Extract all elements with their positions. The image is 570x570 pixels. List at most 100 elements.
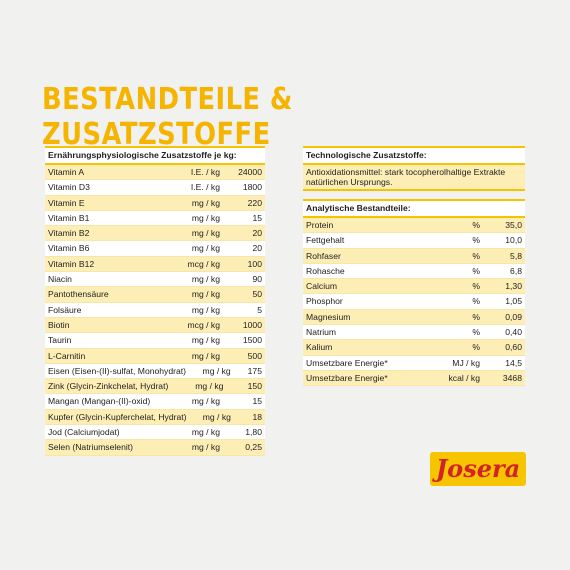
cell-value: 20 (252, 228, 262, 239)
title: BESTANDTEILE & ZUSATZSTOFFE (42, 82, 293, 152)
cell-unit: % (472, 342, 480, 353)
cell-name: Vitamin D3 (48, 182, 90, 193)
cell-unit: I.E. / kg (190, 167, 220, 177)
cell-unit: % (472, 296, 480, 307)
cell-unit: % (472, 220, 480, 230)
table-row: Jod (Calciumjodat) mg / kg 1,80 (45, 425, 265, 441)
cell-value: 1,80 (245, 427, 262, 438)
table-row: Folsäure mg / kg 5 (45, 302, 265, 318)
cell-value: 18 (252, 411, 262, 422)
cell-name: Zink (Glycin-Zinkchelat, Hydrat) (48, 381, 169, 392)
table-header: Ernährungsphysiologische Zusatzstoffe je… (45, 146, 265, 165)
cell-name: Selen (Natriumselenit) (48, 442, 134, 453)
cell-name: Magnesium (306, 311, 351, 322)
cell-value: 1500 (242, 335, 262, 346)
cell-value: 1,30 (505, 281, 522, 292)
cell-name: Phosphor (306, 296, 343, 307)
cell-unit: % (472, 265, 480, 276)
table-row: Vitamin B12 mcg / kg 100 (45, 256, 265, 273)
cell-name: Eisen (Eisen-(II)-sulfat, Monohydrat) (48, 365, 187, 376)
cell-unit: mg / kg (191, 197, 220, 208)
cell-name: Vitamin B1 (48, 212, 90, 223)
cell-name: Umsetzbare Energie* (306, 357, 388, 368)
cell-unit: mg / kg (191, 228, 220, 239)
cell-name: Vitamin B12 (48, 258, 95, 269)
cell-name: Mangan (Mangan-(II)-oxid) (48, 396, 151, 407)
cell-name: Vitamin B2 (48, 228, 90, 239)
cell-name: Pantothensäure (48, 289, 109, 300)
cell-value: 0,09 (505, 311, 522, 322)
table-row: Calcium% 1,30 (303, 279, 525, 295)
cell-value: 15 (252, 212, 262, 223)
cell-name: Niacin (48, 274, 72, 285)
cell-value: 1800 (242, 182, 262, 193)
cell-name: Vitamin A (48, 167, 85, 177)
cell-name: Umsetzbare Energie* (306, 372, 388, 383)
cell-name: L-Carnitin (48, 350, 86, 361)
table-row: Pantothensäure mg / kg 50 (45, 287, 265, 303)
cell-name: Jod (Calciumjodat) (48, 427, 120, 438)
cell-unit: mg / kg (191, 243, 220, 254)
cell-value: 15 (252, 396, 262, 407)
cell-name: Fettgehalt (306, 235, 345, 246)
cell-value: 100 (247, 258, 262, 269)
cell-name: Rohasche (306, 265, 345, 276)
cell-value: 14,5 (505, 357, 522, 368)
table-row: Vitamin B6 mg / kg 20 (45, 241, 265, 257)
cell-name: Calcium (306, 281, 338, 292)
cell-unit: mg / kg (191, 304, 220, 315)
cell-name: Vitamin E (48, 197, 85, 208)
cell-unit: mg / kg (191, 442, 220, 453)
table-row: Niacin mg / kg 90 (45, 272, 265, 288)
table-row: Eisen (Eisen-(II)-sulfat, Monohydrat) mg … (45, 363, 265, 380)
cell-value: 3468 (502, 372, 522, 383)
right-table: Technologische Zusatzstoffe: Antioxidati… (303, 146, 525, 387)
table-row: Vitamin B2 mg / kg 20 (45, 226, 265, 242)
cell-value: 220 (247, 197, 262, 208)
cell-value: 5 (257, 304, 262, 315)
cell-unit: mg / kg (191, 212, 220, 223)
cell-unit: MJ / kg (452, 357, 480, 368)
cell-value: 0,40 (505, 327, 522, 338)
cell-name: Protein (306, 220, 334, 230)
cell-unit: mg / kg (191, 274, 220, 285)
tech-text: Antioxidationsmittel: stark tocopherolha… (303, 165, 525, 191)
table-row: Kupfer (Glycin-Kupferchelat, Hydrat) mg /… (45, 409, 265, 426)
table-row: Vitamin B1 mg / kg 15 (45, 210, 265, 227)
table-row: Magnesium% 0,09 (303, 309, 525, 326)
table-row: Vitamin E mg / kg 220 (45, 195, 265, 211)
cell-unit: mcg / kg (187, 319, 220, 330)
cell-value: 90 (252, 274, 262, 285)
cell-name: Taurin (48, 335, 72, 346)
cell-name: Biotin (48, 319, 70, 330)
table-row: Umsetzbare Energie* kcal / kg 3468 (303, 370, 525, 387)
table-row: Natrium% 0,40 (303, 325, 525, 341)
cell-name: Kalium (306, 342, 333, 353)
table-row: Umsetzbare Energie* MJ / kg 14,5 (303, 355, 525, 371)
cell-name: Vitamin B6 (48, 243, 90, 254)
table-header: Analytische Bestandteile: (303, 199, 525, 218)
table-row: Vitamin A I.E. / kg 24000 (45, 165, 265, 181)
cell-value: 5,8 (510, 250, 522, 261)
cell-unit: % (472, 327, 480, 338)
cell-unit: mg / kg (195, 381, 224, 392)
table-row: Taurin mg / kg 1500 (45, 333, 265, 349)
cell-name: Folsäure (48, 304, 82, 315)
cell-value: 35,0 (505, 220, 522, 230)
cell-value: 175 (247, 365, 262, 376)
cell-value: 500 (247, 350, 262, 361)
cell-value: 0,60 (505, 342, 522, 353)
cell-name: Rohfaser (306, 250, 341, 261)
cell-unit: % (472, 311, 480, 322)
cell-unit: mg / kg (191, 289, 220, 300)
cell-value: 50 (252, 289, 262, 300)
cell-unit: mg / kg (191, 350, 220, 361)
table-header: Technologische Zusatzstoffe: (303, 146, 525, 165)
table-row: Selen (Natriumselenit) mg / kg 0,25 (45, 440, 265, 456)
table-row: Rohasche% 6,8 (303, 263, 525, 280)
table-row: Zink (Glycin-Zinkchelat, Hydrat) mg / kg 1… (45, 379, 265, 395)
cell-unit: mg / kg (202, 365, 231, 376)
cell-unit: % (472, 235, 480, 246)
cell-value: 150 (247, 381, 262, 392)
